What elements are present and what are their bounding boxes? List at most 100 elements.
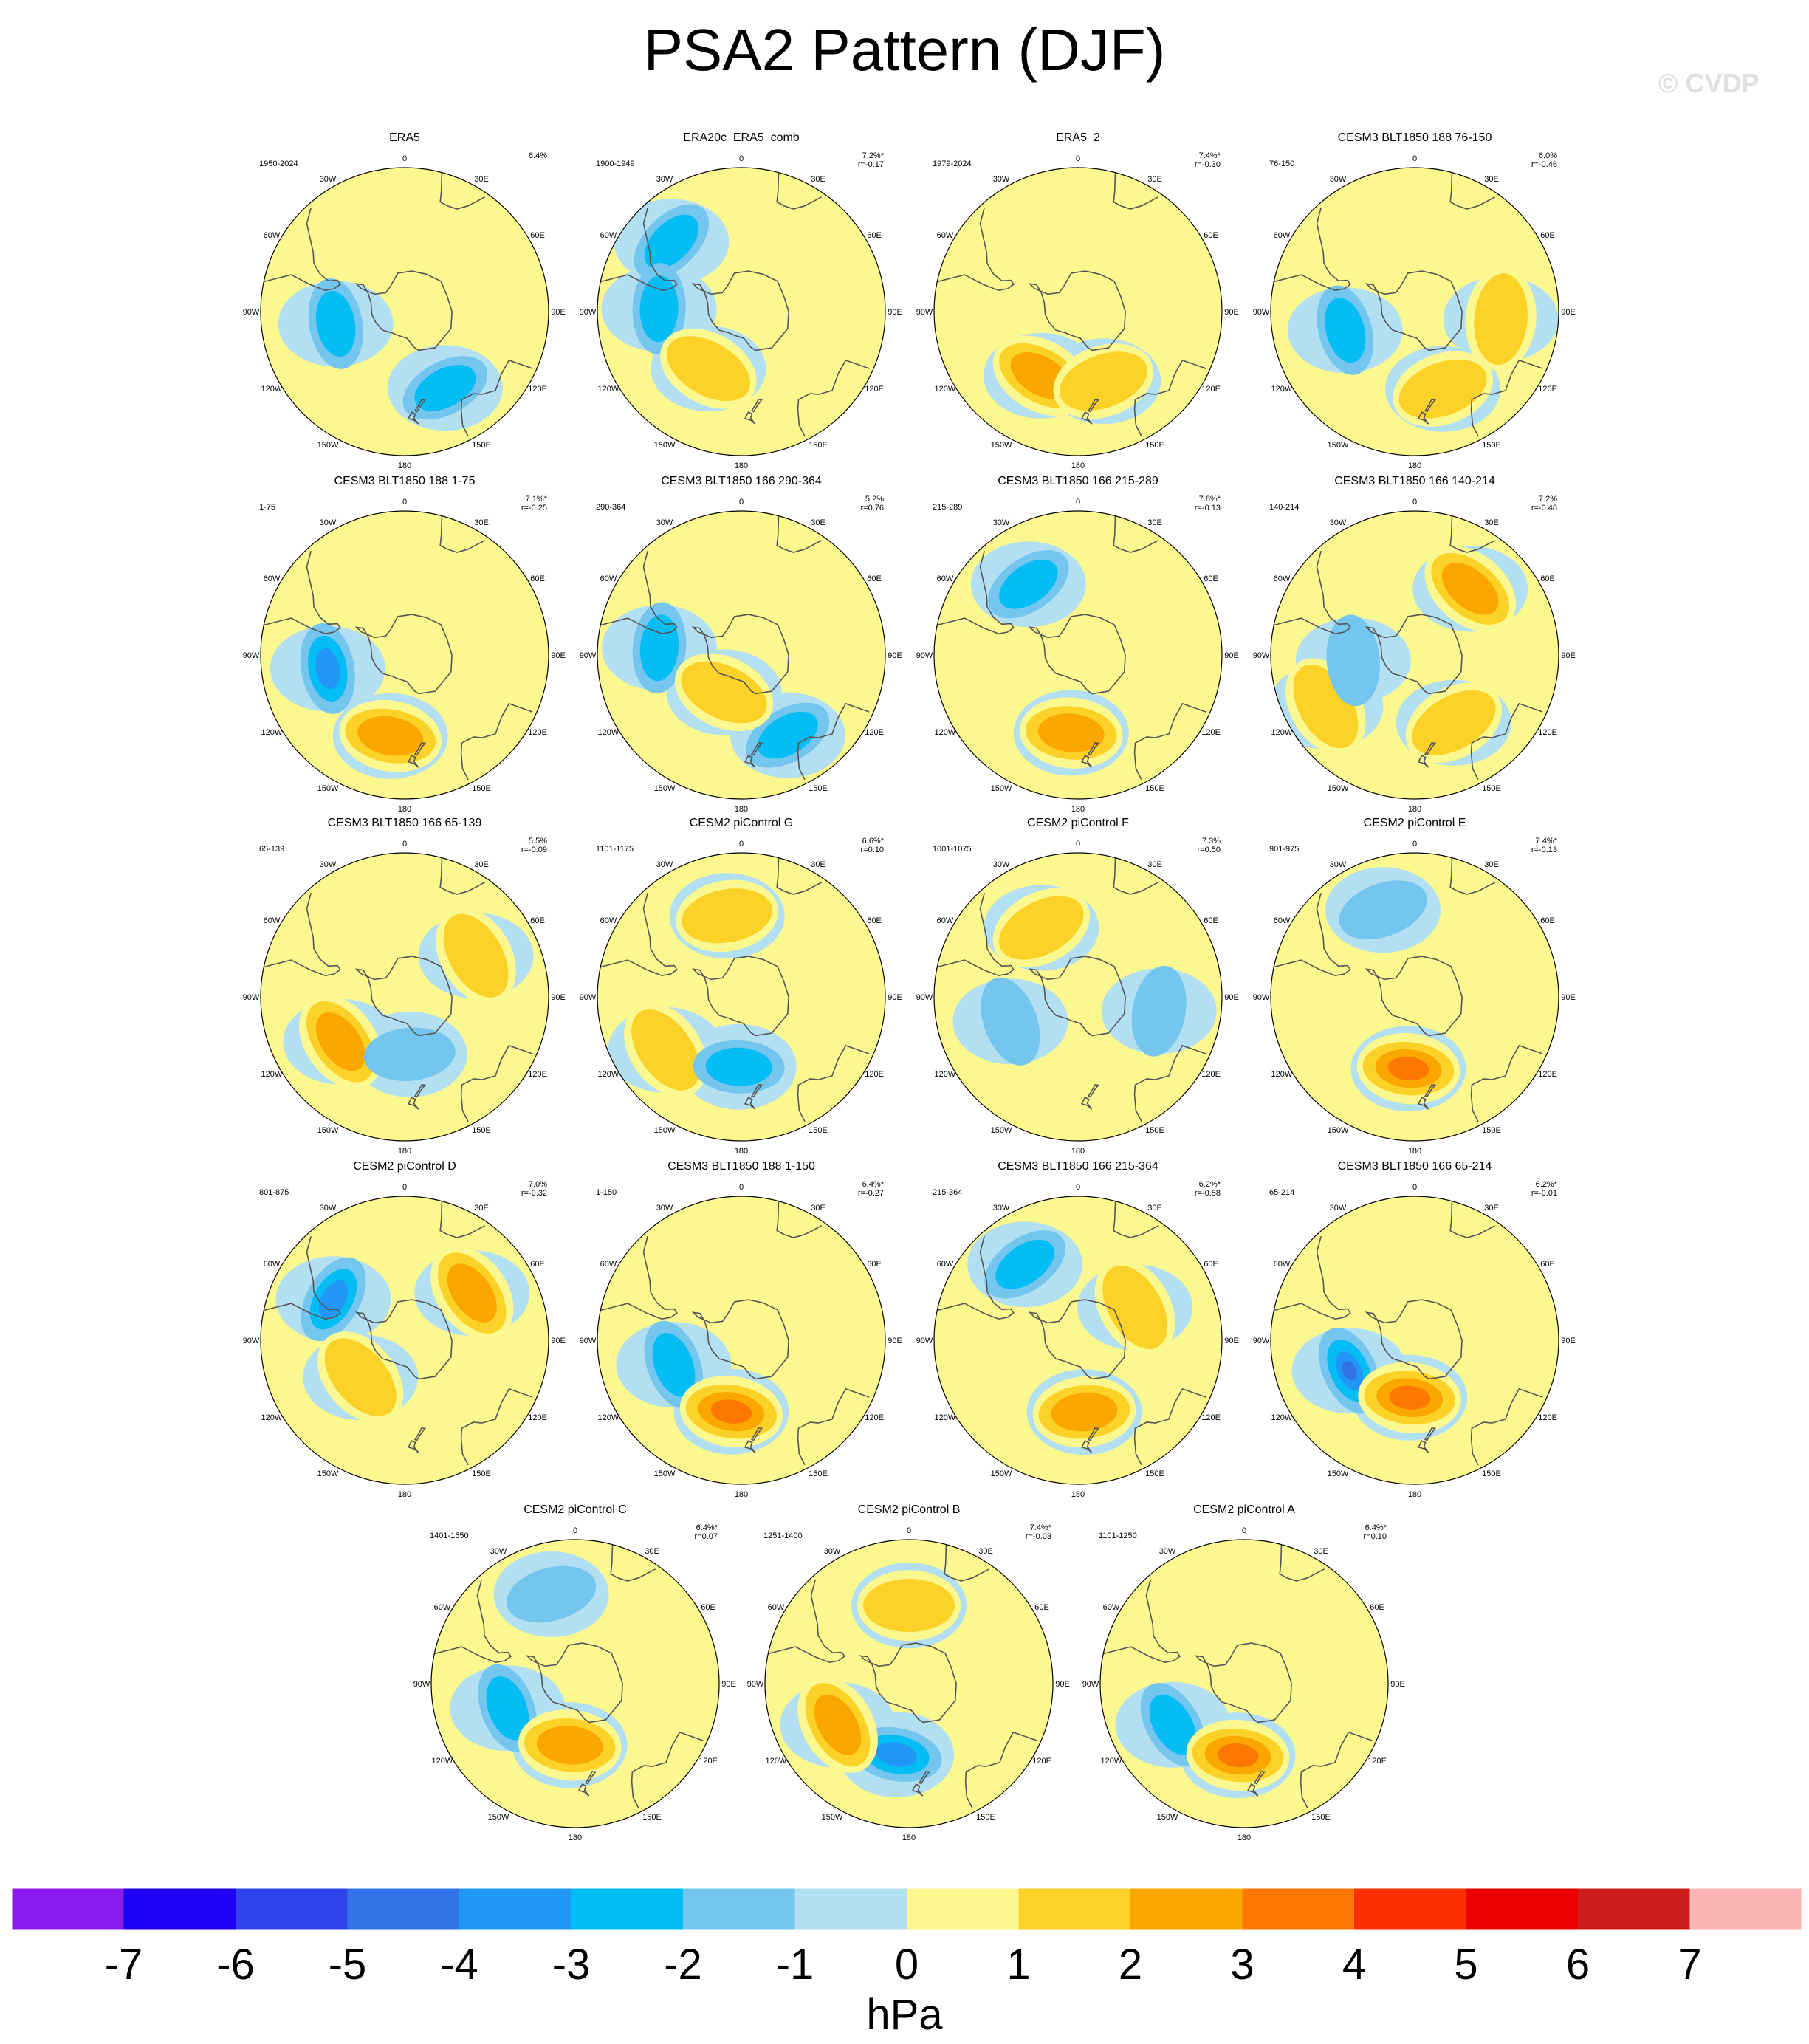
australia-coastline [1470,702,1543,781]
anomaly-contour [1389,1385,1431,1410]
panel-variance: 7.8%* [1199,495,1221,504]
panel-correlation: r=0.76 [861,504,885,512]
longitude-label: 90W [243,1337,260,1345]
longitude-label: 30W [1330,860,1347,869]
longitude-label: 90E [1224,308,1239,317]
longitude-label: 60W [600,916,617,925]
south-america-coastline [1274,1235,1351,1320]
antarctica-coastline [691,614,789,695]
longitude-label: 150W [991,1469,1012,1478]
longitude-label: 90E [888,1337,902,1345]
new-zealand-coastline [413,742,427,756]
antarctica-coastline [1365,1299,1463,1380]
anomaly-contour [1326,614,1380,707]
longitude-label: 120W [598,1070,619,1079]
panel-title: CESM2 piControl A [1193,1503,1295,1516]
antarctica-coastline [1365,270,1463,351]
panel-correlation: r=-0.13 [1195,504,1221,512]
longitude-label: 120W [261,1413,283,1422]
longitude-label: 90W [916,308,933,317]
africa-coastline [439,1201,486,1238]
positive-anomaly-background [261,1196,549,1484]
panel-period: 76-150 [1269,160,1294,168]
coastlines [264,1201,533,1466]
panel-title: CESM3 BLT1850 166 215-364 [998,1160,1158,1173]
colorbar-swatch [12,1888,124,1930]
longitude-label: 150E [1311,1813,1331,1822]
anomaly-contour [681,661,767,724]
map-border [260,1196,549,1485]
anomaly-contour [999,896,1084,960]
panel-correlation: r=-0.30 [1195,160,1221,169]
longitude-label: 150W [654,784,676,793]
coastlines [1103,1544,1373,1809]
longitude-label: 180 [1408,462,1421,470]
anomaly-center [1358,1362,1462,1433]
coastlines [600,172,870,437]
panel-title: ERA20c_ERA5_comb [683,131,800,144]
map-panel: 0 180 30W 60W 90W 120W 150W 30E 60E 90E 120E 150E CE… [1253,475,1576,814]
anomaly-center [1393,351,1493,427]
longitude-label: 150E [1482,441,1501,450]
anomaly-contour [814,1694,862,1755]
longitude-label: 0 [1412,154,1417,163]
australia-coastline [797,359,870,437]
antarctica-coastline [691,956,789,1037]
longitude-label: 150E [1145,1469,1164,1478]
longitude-label: 150E [809,1126,828,1135]
panel-variance: 5.2% [865,495,884,504]
new-zealand-coastline [577,1783,590,1797]
new-zealand-coastline [750,1427,763,1441]
south-america-coastline [600,1235,678,1320]
anomaly-contour [666,336,751,402]
longitude-label: 90E [888,993,902,1002]
longitude-label: 180 [735,805,748,814]
panel-title: CESM3 BLT1850 166 65-139 [328,817,482,829]
colorbar-swatch [683,1888,795,1930]
longitude-label: 60W [937,1260,954,1269]
longitude-label: 30E [1484,175,1499,184]
panel-title: CESM3 BLT1850 166 290-364 [661,475,822,487]
antarctica-coastline [354,614,453,695]
colorbar-tick-label: -4 [440,1941,478,1989]
anomaly-center [436,908,516,1004]
longitude-label: 60W [1103,1603,1120,1612]
longitude-label: 120W [598,1413,619,1422]
anomaly-center [644,1320,704,1409]
longitude-label: 180 [1071,1147,1085,1156]
longitude-label: 60W [937,231,954,240]
longitude-label: 0 [1076,498,1080,507]
anomaly-center [857,1570,961,1642]
new-zealand-coastline [1417,755,1429,768]
longitude-label: 60E [530,575,545,583]
colorbar-swatch [794,1888,907,1930]
africa-coastline [1113,515,1159,553]
colorbar-swatch [1689,1888,1802,1930]
longitude-label: 60W [768,1603,785,1612]
longitude-label: 60E [1204,231,1218,240]
panel-correlation: r=-0.09 [521,846,547,854]
longitude-label: 150W [991,441,1012,450]
longitude-label: 90W [1253,651,1270,660]
panel-correlation: r=-0.32 [521,1189,547,1198]
anomaly-contour [652,1333,696,1397]
australia-coastline [1470,1388,1543,1466]
anomaly-contour [757,711,818,759]
panel-correlation: r=-0.46 [1531,160,1557,169]
panel-period: 1251-1400 [763,1532,803,1540]
longitude-label: 90W [413,1680,430,1689]
africa-coastline [610,1544,656,1582]
anomaly-center [634,204,710,280]
south-america-coastline [937,550,1015,635]
anomaly-center [1317,285,1374,375]
map-border [933,510,1223,800]
longitude-label: 150E [472,441,491,450]
panel-variance: 6.4%* [1365,1523,1387,1532]
anomaly-contour [1149,1694,1197,1755]
anomaly-contour [639,614,679,682]
longitude-label: 180 [1238,1834,1251,1842]
new-zealand-coastline [750,1084,763,1098]
panel-variance: 5.5% [529,837,547,846]
australia-coastline [1300,1731,1373,1809]
panel-title: CESM3 BLT1850 166 140-214 [1334,475,1495,487]
